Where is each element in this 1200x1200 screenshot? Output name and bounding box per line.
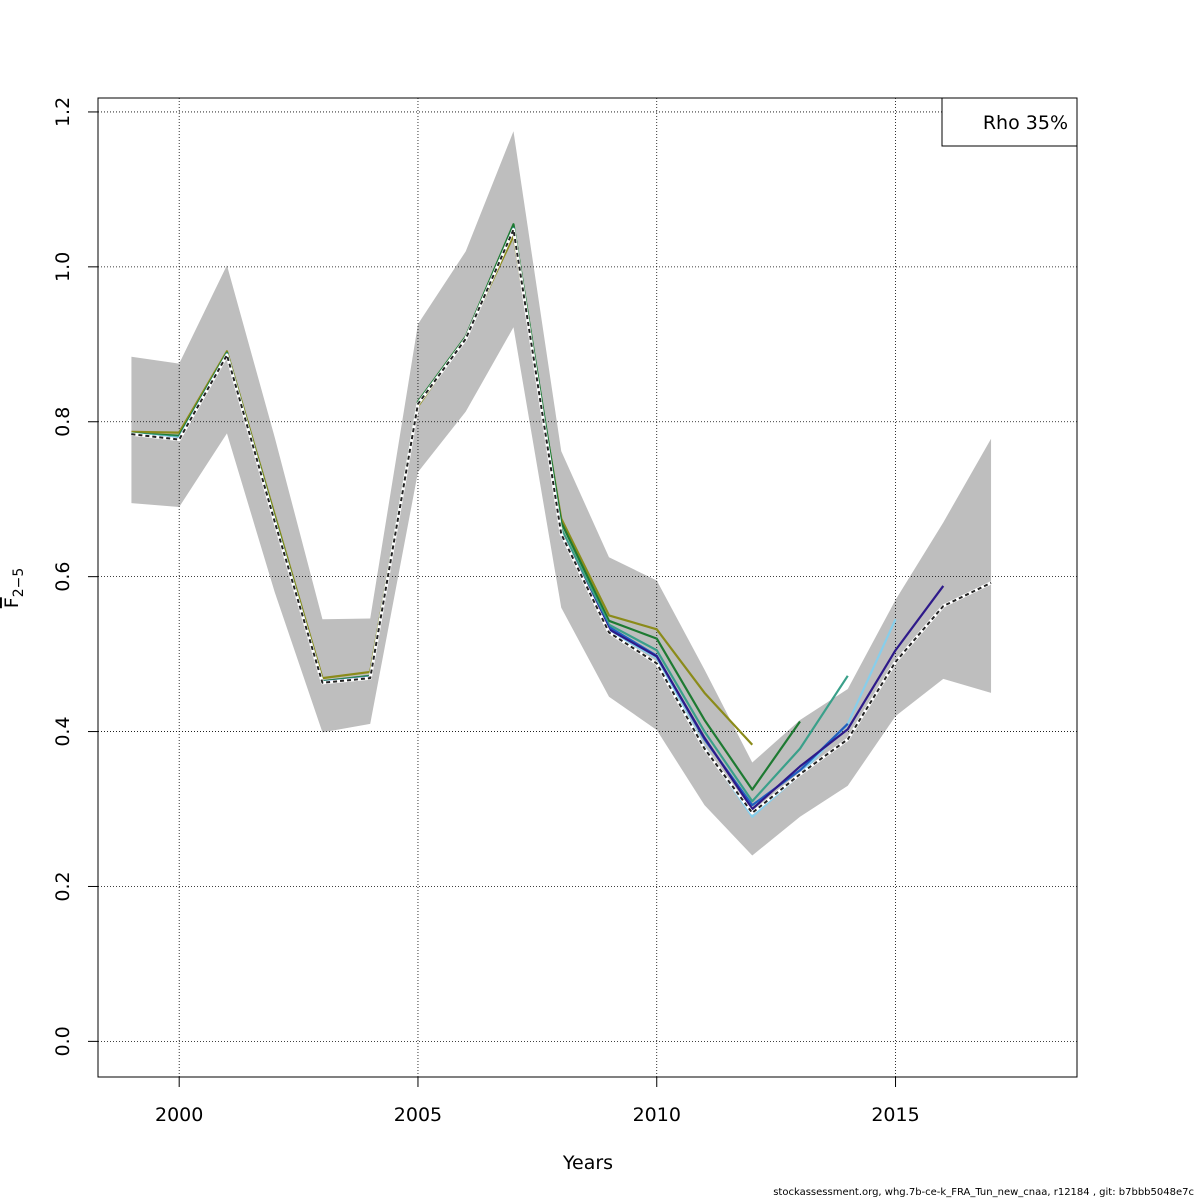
confidence-band [131,131,992,856]
legend-text: Rho 35% [983,112,1068,134]
y-tick-label: 0.6 [52,562,74,592]
y-axis-title-sub: 2−5 [11,568,27,598]
y-tick-label: 0.2 [52,871,74,901]
x-tick-label: 2010 [633,1104,681,1126]
y-tick-label: 1.0 [52,252,74,282]
x-tick-label: 2015 [871,1104,919,1126]
legend-box [941,97,1078,147]
x-axis-title: Years [562,1152,613,1174]
plot-frame [97,97,1078,1078]
y-tick-label: 0.0 [52,1026,74,1056]
series-line-7 [131,228,992,814]
y-tick-label: 0.4 [52,716,74,746]
axis-layer: 2000 2005 2010 2015 0.0 0.2 0.4 0.6 0.8 1.0 1.2 [52,97,920,1126]
y-tick-label: 0.8 [52,407,74,437]
confidence-band-layer [131,131,992,856]
y-axis-title-text: F2−5 [1,568,27,608]
y-tick-label: 1.2 [52,97,74,127]
series-layer [131,223,992,818]
footer-text: stockassessment.org, whg.7b-ce-k_FRA_Tun… [773,1187,1194,1198]
legend: Rho 35% [941,97,1078,147]
y-axis-title-main: F [1,597,23,608]
x-tick-label: 2005 [394,1104,442,1126]
x-tick-label: 2000 [155,1104,203,1126]
y-axis-title: F2−5 [1,568,27,608]
